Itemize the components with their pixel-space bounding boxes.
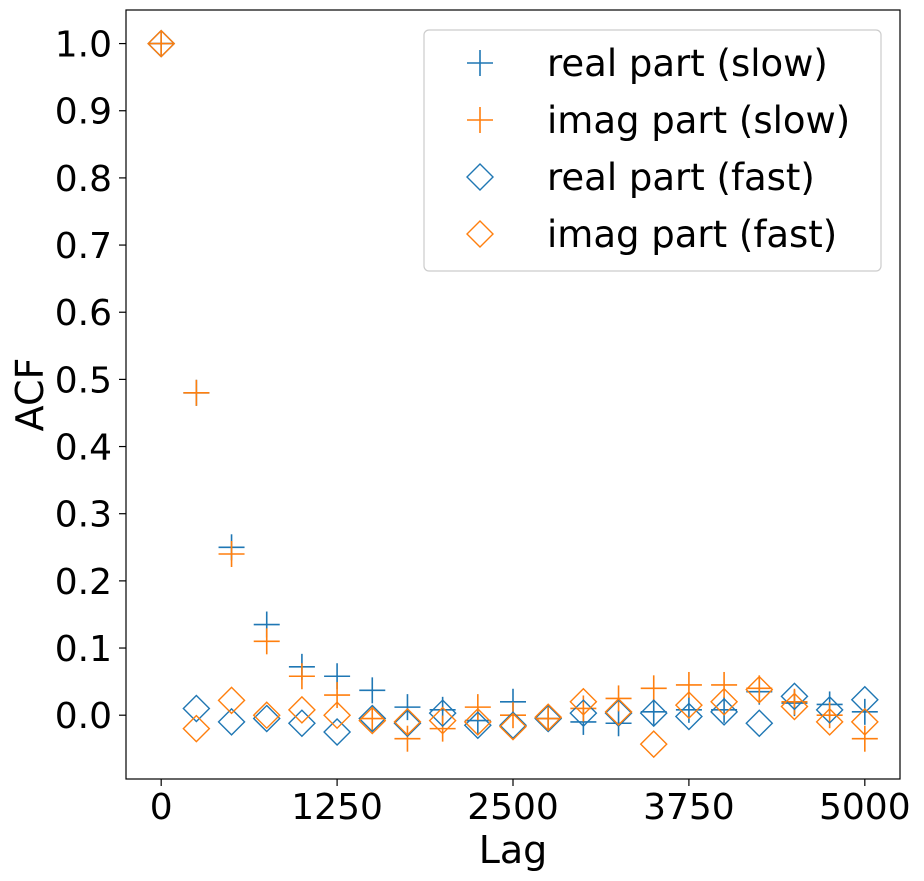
- y-tick-label: 0.2: [55, 562, 112, 603]
- data-point: [534, 703, 563, 732]
- data-point: [674, 691, 703, 720]
- legend-marker: [466, 220, 494, 248]
- y-tick-label: 0.1: [55, 629, 112, 670]
- data-point: [569, 699, 598, 728]
- y-tick-label: 0.8: [55, 159, 112, 200]
- y-axis-title: ACF: [8, 358, 52, 432]
- legend-label: imag part (fast): [547, 213, 837, 256]
- legend-marker: [467, 50, 493, 76]
- data-point: [534, 704, 563, 733]
- data-point: [429, 715, 456, 742]
- x-tick-label: 0: [150, 787, 173, 828]
- data-point: [288, 663, 315, 690]
- data-point: [252, 704, 281, 733]
- series-1: [148, 30, 878, 752]
- data-point: [850, 685, 879, 714]
- legend-marker: [466, 163, 494, 191]
- data-point: [183, 379, 210, 406]
- data-point: [182, 694, 211, 723]
- data-point: [287, 695, 316, 724]
- x-tick-label: 2500: [467, 787, 559, 828]
- data-point: [500, 702, 526, 729]
- data-point: [640, 698, 667, 725]
- data-point: [710, 687, 739, 716]
- y-tick-label: 0.9: [55, 92, 112, 133]
- data-point: [218, 541, 245, 568]
- data-point: [640, 675, 667, 702]
- y-axis: 0.0 0.1 0.2 0.3 0.4 0.5 0.6 0.7 0.8 0.9 1.0: [55, 25, 126, 737]
- y-tick-label: 1.0: [55, 25, 112, 66]
- data-point: [710, 697, 739, 726]
- data-point: [745, 709, 774, 738]
- data-point: [815, 707, 844, 736]
- data-point: [148, 30, 175, 57]
- data-point: [674, 702, 703, 731]
- legend-label: real part (slow): [547, 42, 828, 85]
- chart-marks: [147, 29, 879, 759]
- data-point: [393, 709, 422, 738]
- data-point: [780, 682, 809, 711]
- data-point: [394, 725, 421, 752]
- data-point: [499, 712, 527, 741]
- data-point: [711, 671, 738, 698]
- data-point: [358, 706, 387, 735]
- data-point: [604, 699, 633, 728]
- legend-label: real part (fast): [547, 156, 815, 199]
- y-tick-label: 0.6: [55, 293, 112, 334]
- x-axis-title: Lag: [479, 828, 548, 872]
- data-point: [711, 696, 738, 723]
- y-tick-label: 0.4: [55, 428, 112, 469]
- data-point: [745, 675, 774, 704]
- x-tick-label: 5000: [819, 787, 911, 828]
- data-point: [746, 675, 773, 702]
- data-point: [499, 711, 527, 740]
- data-point: [428, 699, 457, 728]
- legend-label: imag part (slow): [547, 99, 850, 142]
- data-point: [182, 714, 211, 743]
- data-point: [463, 711, 492, 740]
- data-point: [639, 699, 668, 728]
- y-tick-label: 0.3: [55, 495, 112, 536]
- y-tick-label: 0.0: [55, 696, 112, 737]
- x-tick-label: 3750: [643, 787, 735, 828]
- data-point: [147, 29, 176, 58]
- y-tick-label: 0.7: [55, 226, 112, 267]
- data-point: [535, 705, 562, 732]
- data-point: [850, 707, 879, 736]
- data-point: [253, 628, 280, 655]
- data-point: [639, 730, 668, 759]
- legend: real part (slow) imag part (slow) real par…: [423, 29, 882, 272]
- data-point: [217, 707, 246, 736]
- data-point: [358, 704, 387, 733]
- data-point: [604, 697, 633, 726]
- data-point: [675, 671, 702, 698]
- data-point: [324, 682, 351, 709]
- legend-marker: [467, 107, 493, 133]
- legend-box: [423, 29, 882, 272]
- series-3: [147, 29, 879, 759]
- y-tick-label: 0.5: [55, 360, 112, 401]
- data-point: [815, 695, 844, 724]
- data-point: [428, 706, 457, 735]
- data-point: [463, 707, 492, 736]
- data-point: [287, 709, 316, 738]
- data-point: [217, 686, 246, 715]
- data-point: [359, 705, 386, 732]
- data-point: [569, 687, 598, 716]
- data-point: [323, 717, 352, 746]
- data-point: [851, 725, 878, 752]
- data-point: [605, 710, 632, 737]
- x-axis: 0 1250 2500 3750 5000: [150, 779, 911, 828]
- data-point: [252, 701, 281, 730]
- data-point: [816, 702, 843, 729]
- data-point: [323, 701, 352, 730]
- data-point: [393, 707, 422, 736]
- data-point: [780, 692, 809, 721]
- data-point: [359, 677, 386, 704]
- data-point: [394, 694, 421, 721]
- data-point: [464, 694, 491, 721]
- x-tick-label: 1250: [291, 787, 383, 828]
